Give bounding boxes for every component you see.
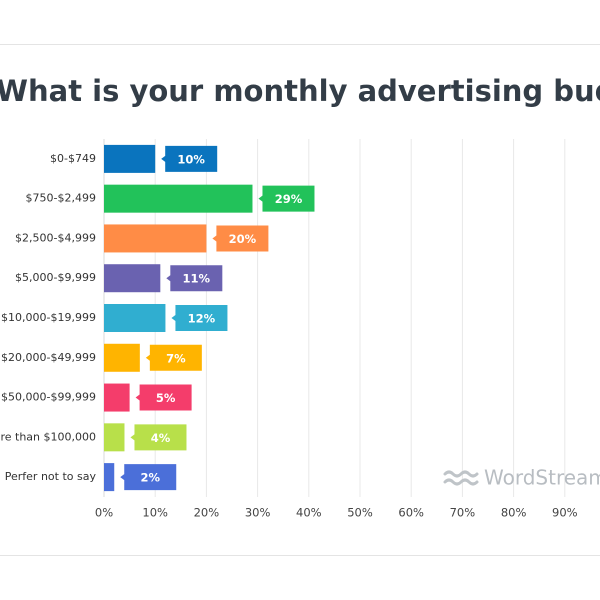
bar	[104, 423, 125, 452]
y-tick-label: More than $100,000	[0, 430, 96, 443]
bar	[104, 224, 207, 253]
y-tick-label: $5,000-$9,999	[15, 271, 96, 284]
bar	[104, 463, 115, 492]
x-tick-label: 80%	[501, 506, 527, 520]
watermark: WordStream	[484, 466, 600, 490]
value-tag	[145, 344, 202, 371]
y-tick-label: $50,000-$99,999	[1, 391, 96, 404]
value-tag	[161, 145, 218, 172]
y-tick-label: $20,000-$49,999	[1, 351, 96, 364]
value-label: 10%	[177, 152, 205, 166]
x-tick-label: 30%	[245, 506, 271, 520]
value-tag	[171, 305, 228, 331]
y-tick-label: $2,500-$4,999	[15, 231, 96, 244]
value-tag	[166, 265, 223, 292]
value-label: 7%	[166, 351, 186, 365]
value-label: 5%	[156, 391, 176, 405]
bar	[104, 383, 130, 412]
watermark-icon	[443, 470, 479, 486]
y-tick-label: $0-$749	[50, 152, 96, 165]
x-tick-label: 20%	[194, 506, 220, 520]
y-tick-label: $10,000-$19,999	[1, 311, 96, 324]
x-tick-label: 90%	[552, 506, 578, 520]
y-tick-label: Perfer not to say	[5, 470, 97, 483]
value-label: 4%	[151, 431, 171, 445]
x-tick-label: 60%	[398, 506, 424, 520]
value-label: 29%	[275, 192, 303, 206]
value-tag	[212, 225, 269, 252]
value-label: 12%	[188, 312, 216, 326]
value-tag	[120, 464, 177, 491]
x-tick-label: 10%	[142, 506, 168, 520]
bar	[104, 184, 253, 213]
y-tick-label: $750-$2,499	[26, 192, 96, 205]
bar	[104, 304, 166, 332]
x-tick-label: 70%	[450, 506, 476, 520]
value-tag	[258, 185, 315, 212]
bar	[104, 144, 156, 173]
value-tag	[135, 384, 192, 411]
x-tick-label: 50%	[347, 506, 373, 520]
value-label: 11%	[183, 272, 211, 286]
value-label: 2%	[140, 471, 160, 485]
x-tick-label: 0%	[95, 506, 113, 520]
x-tick-label: 40%	[296, 506, 322, 520]
value-tag	[130, 424, 187, 451]
bars: $0-$749 10% $750-$2,499 29% $2,500-$4,999 20%…	[0, 144, 315, 492]
chart-title: What is your monthly advertising budget?	[0, 74, 600, 108]
bar	[104, 264, 161, 293]
value-label: 20%	[229, 232, 257, 246]
bar	[104, 343, 140, 372]
